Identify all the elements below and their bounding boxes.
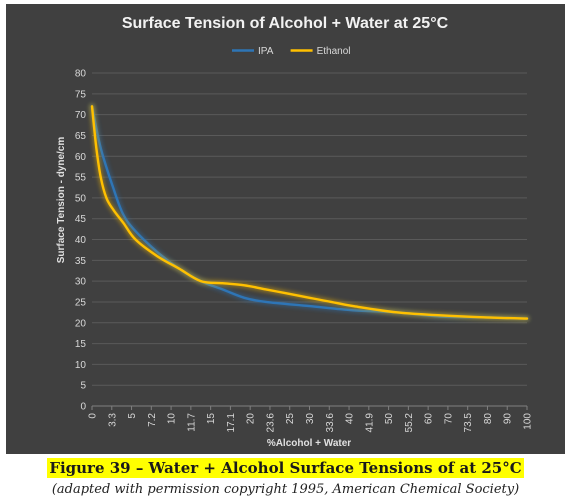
x-tick-label: 23.6 [265, 413, 276, 433]
x-tick-label: 25 [285, 413, 296, 425]
y-tick-label: 10 [75, 360, 87, 371]
y-tick-label: 65 [75, 131, 87, 142]
x-tick-label: 90 [503, 413, 514, 425]
y-tick-label: 40 [75, 235, 87, 246]
y-tick-label: 35 [75, 256, 87, 267]
y-tick-label: 25 [75, 297, 87, 308]
y-tick-label: 80 [75, 69, 87, 80]
figure-title: Figure 39 – Water + Alcohol Surface Tens… [47, 458, 524, 478]
x-tick-label: 40 [345, 413, 356, 425]
x-tick-label: 7.2 [147, 413, 158, 427]
x-tick-label: 17.1 [226, 413, 237, 433]
x-tick-label: 20 [246, 413, 257, 425]
y-tick-label: 30 [75, 277, 87, 288]
legend-label-ethanol: Ethanol [317, 46, 351, 57]
y-tick-label: 5 [80, 381, 86, 392]
legend: IPA Ethanol [232, 46, 351, 57]
y-tick-label: 50 [75, 193, 87, 204]
y-tick-label: 70 [75, 110, 87, 121]
x-tick-label: 41.9 [364, 413, 375, 433]
x-tick-label: 55.2 [404, 413, 415, 433]
x-tick-label: 100 [523, 413, 534, 430]
x-tick-label: 50 [384, 413, 395, 425]
x-tick-label: 80 [483, 413, 494, 425]
x-tick-label: 60 [424, 413, 435, 425]
x-tick-label: 15 [206, 413, 217, 425]
legend-label-ipa: IPA [258, 46, 274, 57]
y-tick-label: 45 [75, 214, 87, 225]
x-tick-label: 30 [305, 413, 316, 425]
figure-subtitle: (adapted with permission copyright 1995,… [51, 482, 520, 497]
y-tick-label: 0 [80, 402, 86, 413]
y-tick-label: 55 [75, 173, 87, 184]
chart-title: Surface Tension of Alcohol + Water at 25… [122, 15, 449, 32]
figure-caption: Figure 39 – Water + Alcohol Surface Tens… [0, 456, 571, 497]
series-line-ipa [90, 105, 529, 320]
y-tick-label: 15 [75, 339, 87, 350]
y-tick-label: 60 [75, 152, 87, 163]
y-tick-label: 75 [75, 89, 87, 100]
surface-tension-chart: 0 5 10 15 20 25 30 35 40 45 50 55 60 65 70 75 80 0 3.3 5 7.2… [56, 15, 534, 449]
x-tick-label: 3.3 [107, 413, 118, 427]
y-tick-label: 20 [75, 318, 87, 329]
series-line-glow-ethanol [89, 103, 530, 322]
x-tick-label: 11.7 [186, 413, 197, 432]
x-axis-label: %Alcohol + Water [267, 438, 351, 449]
series-line-ethanol [90, 105, 529, 320]
chart-panel: 0 5 10 15 20 25 30 35 40 45 50 55 60 65 70 75 80 0 3.3 5 7.2… [6, 4, 565, 454]
y-axis-label: Surface Tension - dyne/cm [56, 137, 67, 264]
x-tick-label: 70 [443, 413, 454, 425]
x-tick-label: 0 [88, 413, 99, 419]
x-tick-label: 10 [167, 413, 178, 425]
x-tick-label: 73.5 [463, 413, 474, 433]
x-tick-label: 33.6 [325, 413, 336, 433]
x-tick-label: 5 [127, 413, 138, 419]
series-line-glow-ipa [89, 103, 530, 322]
